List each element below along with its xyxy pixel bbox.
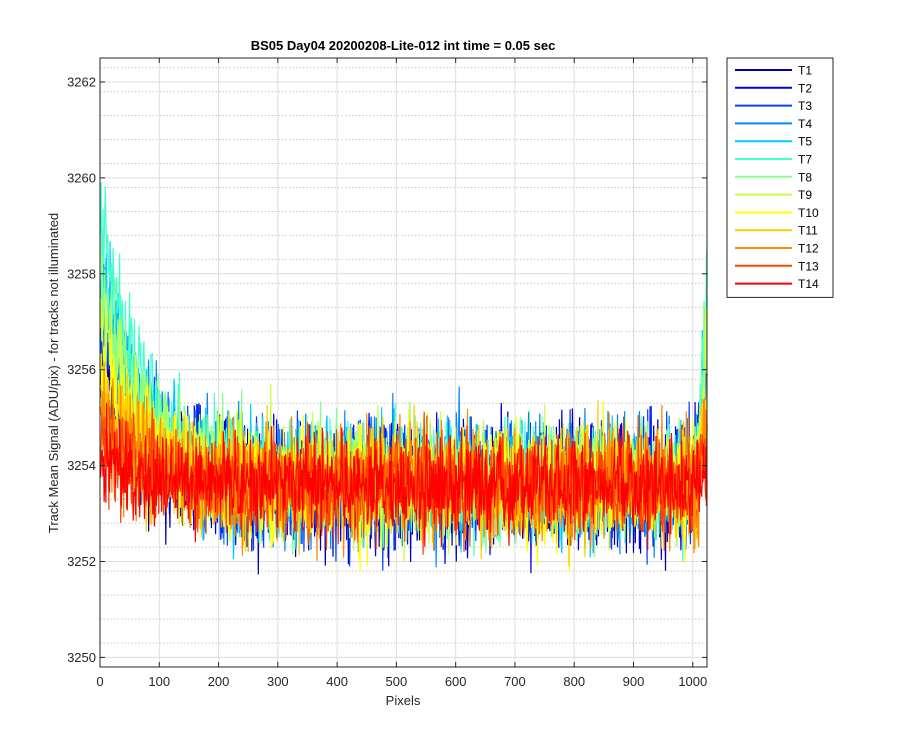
series-line-t14 bbox=[100, 402, 708, 550]
tick-layer: 0 100 200 300 400 500 600 700 800 900 1000 3250 3252… bbox=[67, 58, 707, 689]
legend: T1 T2 T3 T4 T5 T7 T8 T9 T10 T11 T12 T13 T14 bbox=[726, 57, 834, 298]
plot-area bbox=[100, 58, 707, 667]
x-tick-label: 700 bbox=[504, 674, 526, 689]
legend-label-t1: T1 bbox=[798, 64, 812, 78]
plot-frame bbox=[99, 57, 708, 668]
x-tick-label: 800 bbox=[563, 674, 585, 689]
x-tick-label: 500 bbox=[386, 674, 408, 689]
legend-label-t10: T10 bbox=[798, 206, 819, 220]
y-tick-label: 3252 bbox=[67, 554, 96, 569]
y-tick-label: 3260 bbox=[67, 170, 96, 185]
legend-label-t13: T13 bbox=[798, 259, 819, 273]
legend-label-t9: T9 bbox=[798, 188, 812, 202]
legend-label-t14: T14 bbox=[798, 277, 819, 291]
legend-label-t4: T4 bbox=[798, 117, 812, 131]
x-tick-label: 400 bbox=[326, 674, 348, 689]
y-tick-label: 3254 bbox=[67, 458, 96, 473]
x-tick-label: 1000 bbox=[678, 674, 707, 689]
x-tick-label: 300 bbox=[267, 674, 289, 689]
y-axis-label: Track Mean Signal (ADU/pix) - for tracks… bbox=[46, 213, 61, 533]
x-tick-label: 900 bbox=[623, 674, 645, 689]
legend-label-t3: T3 bbox=[798, 99, 812, 113]
y-tick-label: 3262 bbox=[67, 74, 96, 89]
x-tick-label: 200 bbox=[208, 674, 230, 689]
y-tick-label: 3250 bbox=[67, 650, 96, 665]
legend-label-t12: T12 bbox=[798, 242, 819, 256]
x-tick-label: 600 bbox=[445, 674, 467, 689]
y-tick-label: 3256 bbox=[67, 362, 96, 377]
y-tick-label: 3258 bbox=[67, 266, 96, 281]
x-tick-label: 100 bbox=[148, 674, 170, 689]
legend-label-t8: T8 bbox=[798, 170, 812, 184]
legend-label-t7: T7 bbox=[798, 153, 812, 167]
legend-label-t2: T2 bbox=[798, 81, 812, 95]
chart-title: BS05 Day04 20200208-Lite-012 int time = … bbox=[251, 38, 556, 53]
x-axis-label: Pixels bbox=[386, 693, 421, 708]
x-tick-label: 0 bbox=[96, 674, 103, 689]
series-layer bbox=[100, 182, 708, 575]
legend-label-t5: T5 bbox=[798, 135, 812, 149]
legend-label-t11: T11 bbox=[798, 224, 818, 238]
